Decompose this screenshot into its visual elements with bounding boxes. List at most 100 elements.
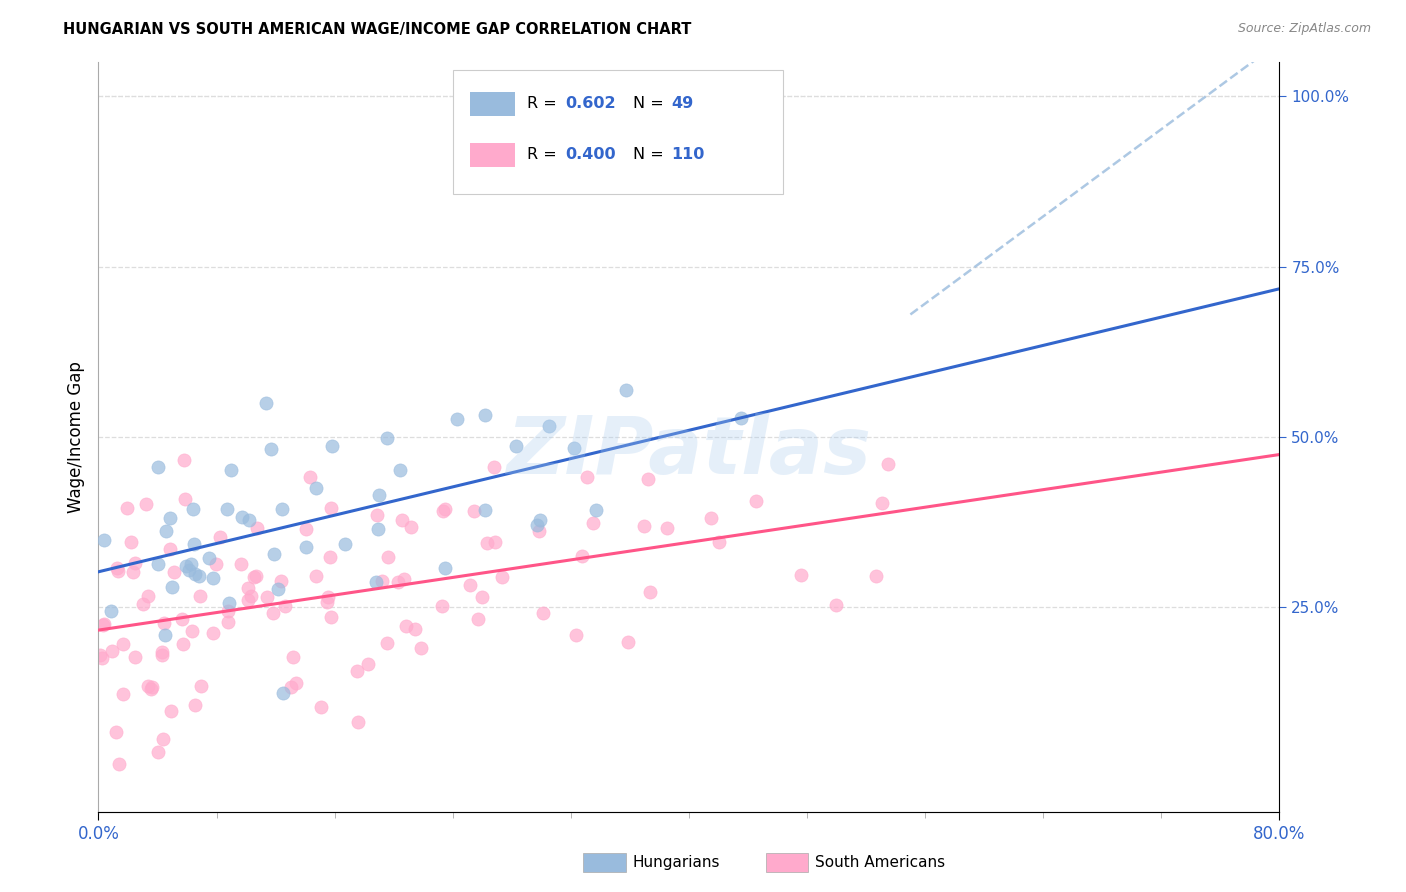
Point bbox=[273, 686, 295, 700]
Point bbox=[231, 510, 253, 524]
Point bbox=[141, 680, 163, 694]
Point bbox=[305, 481, 328, 495]
Point bbox=[582, 516, 605, 530]
Point bbox=[433, 501, 456, 516]
Point bbox=[205, 557, 228, 571]
Point bbox=[181, 501, 204, 516]
Point bbox=[148, 460, 170, 475]
Point bbox=[89, 648, 111, 663]
Point bbox=[100, 644, 122, 658]
Point bbox=[367, 488, 389, 502]
Point bbox=[432, 504, 454, 518]
Point bbox=[93, 533, 115, 548]
Point bbox=[271, 502, 294, 516]
Point bbox=[274, 599, 297, 613]
Point bbox=[637, 472, 659, 486]
Point bbox=[183, 537, 205, 551]
Point bbox=[124, 650, 146, 665]
Point bbox=[824, 598, 846, 612]
Point bbox=[281, 650, 304, 665]
Point bbox=[270, 574, 292, 588]
Point bbox=[367, 522, 389, 536]
Point bbox=[432, 599, 454, 614]
Point bbox=[404, 623, 426, 637]
Point bbox=[585, 502, 607, 516]
Point bbox=[146, 745, 169, 759]
Point bbox=[531, 606, 554, 620]
Text: Source: ZipAtlas.com: Source: ZipAtlas.com bbox=[1237, 22, 1371, 36]
FancyBboxPatch shape bbox=[453, 70, 783, 194]
Point bbox=[387, 574, 409, 589]
Point bbox=[399, 520, 422, 534]
Point bbox=[655, 521, 678, 535]
Point bbox=[366, 508, 388, 522]
Text: South Americans: South Americans bbox=[815, 855, 946, 870]
Point bbox=[208, 530, 231, 544]
Point bbox=[236, 593, 259, 607]
Point bbox=[174, 491, 197, 506]
Point bbox=[870, 496, 893, 510]
Point bbox=[177, 563, 200, 577]
Point bbox=[633, 518, 655, 533]
Point bbox=[159, 511, 181, 525]
Point bbox=[152, 731, 174, 746]
Point bbox=[90, 651, 112, 665]
Bar bbox=[471, 92, 516, 116]
Point bbox=[565, 628, 588, 642]
Text: HUNGARIAN VS SOUTH AMERICAN WAGE/INCOME GAP CORRELATION CHART: HUNGARIAN VS SOUTH AMERICAN WAGE/INCOME … bbox=[63, 22, 692, 37]
Point bbox=[93, 617, 115, 632]
Text: R =: R = bbox=[527, 96, 562, 112]
Point bbox=[877, 457, 900, 471]
Point bbox=[392, 572, 415, 586]
Point bbox=[254, 395, 277, 409]
Point bbox=[160, 704, 183, 718]
Point bbox=[529, 513, 551, 527]
Point bbox=[202, 571, 225, 585]
Point bbox=[105, 725, 128, 739]
Point bbox=[745, 494, 768, 508]
Point bbox=[240, 589, 263, 603]
Point bbox=[124, 556, 146, 570]
Point bbox=[132, 598, 155, 612]
Point bbox=[139, 681, 162, 696]
Text: N =: N = bbox=[634, 147, 669, 162]
Point bbox=[120, 535, 142, 549]
Point bbox=[184, 567, 207, 582]
Text: 0.400: 0.400 bbox=[565, 147, 616, 162]
Point bbox=[217, 615, 239, 629]
Point bbox=[243, 570, 266, 584]
Point bbox=[93, 618, 115, 632]
Point bbox=[263, 606, 285, 620]
Point bbox=[375, 636, 398, 650]
Point bbox=[173, 452, 195, 467]
Point bbox=[148, 558, 170, 572]
Point bbox=[188, 589, 211, 603]
Point bbox=[319, 609, 342, 624]
Point bbox=[375, 431, 398, 445]
Point bbox=[377, 549, 399, 564]
Point bbox=[617, 635, 640, 649]
Text: N =: N = bbox=[634, 96, 669, 112]
Point bbox=[411, 640, 433, 655]
Point bbox=[333, 537, 356, 551]
Point bbox=[155, 524, 177, 538]
Point bbox=[160, 580, 183, 594]
Text: Hungarians: Hungarians bbox=[633, 855, 720, 870]
Point bbox=[112, 636, 135, 650]
Point bbox=[100, 604, 122, 618]
Point bbox=[305, 569, 328, 583]
Text: 0.602: 0.602 bbox=[565, 96, 616, 112]
Point bbox=[463, 504, 485, 518]
Point bbox=[576, 470, 599, 484]
Point bbox=[391, 513, 413, 527]
Point bbox=[172, 612, 194, 626]
Point bbox=[236, 581, 259, 595]
Point bbox=[446, 412, 468, 426]
Point bbox=[458, 578, 481, 592]
Point bbox=[537, 419, 560, 434]
Point bbox=[699, 510, 721, 524]
Point bbox=[172, 637, 194, 651]
Point bbox=[256, 590, 278, 604]
Point bbox=[484, 535, 506, 549]
Point bbox=[219, 462, 242, 476]
